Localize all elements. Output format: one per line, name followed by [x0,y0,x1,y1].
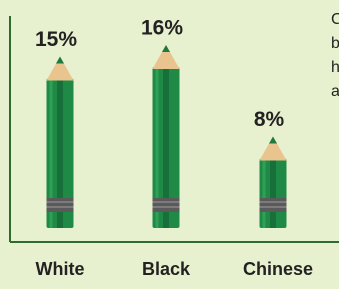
chart: 15% White 16% Black 8% Chinese Cbha [0,0,339,289]
value-label: 8% [254,108,285,131]
pencil-ferrule [153,198,180,212]
annotation: C [331,11,339,28]
pencil-ferrule [47,198,74,212]
x-tick-label: Black [142,259,191,279]
annotation: b [331,35,339,52]
pencil-bar [47,56,74,228]
pencil-ferrule [260,198,287,212]
x-tick-label: White [36,259,85,279]
page: 15%White16%Black8%ChineseCbha (() => { c… [0,0,339,289]
x-tick-label: Chinese [243,259,313,279]
value-label: 16% [141,17,183,40]
pencil-stripe [270,159,276,229]
annotation: h [331,59,339,76]
value-label: 15% [35,28,77,51]
pencil-bar [153,45,180,228]
pencil-highlight [263,159,266,229]
annotation: a [331,83,339,100]
